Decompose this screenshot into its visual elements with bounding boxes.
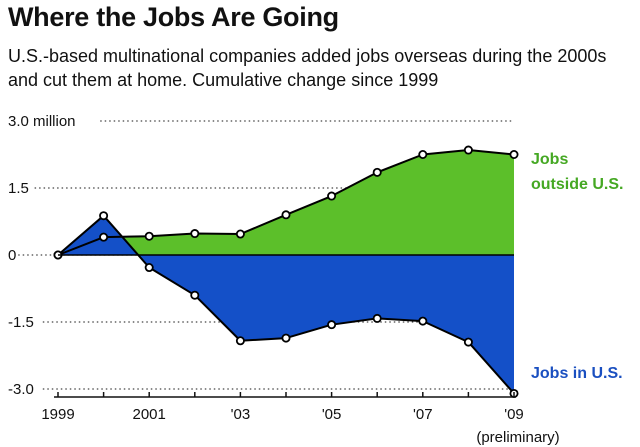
point-jobs-in-us [372, 313, 382, 323]
x-tick-label: '09 [504, 406, 524, 423]
x-tick-label: 1999 [41, 406, 74, 423]
y-tick-label: -3.0 [8, 381, 34, 398]
point-jobs-outside-us [235, 229, 245, 239]
point-jobs-in-us [327, 320, 337, 330]
y-tick-label: 0 [8, 247, 16, 264]
point-jobs-outside-us [144, 231, 154, 241]
point-jobs-outside-us [418, 149, 428, 159]
x-axis-note: (preliminary) [476, 429, 559, 446]
point-jobs-outside-us [509, 149, 519, 159]
labels: 3.0 million 1.5 0 -1.5 -3.0 1999 2001 '03 '05 '07… [8, 113, 623, 446]
x-tick-label: '03 [231, 406, 251, 423]
point-jobs-in-us [418, 316, 428, 326]
point-jobs-in-us [463, 337, 473, 347]
page-title: Where the Jobs Are Going [8, 2, 339, 32]
series-area-jobs-outside-us [58, 150, 514, 255]
series-label-jobs-in-us: Jobs in U.S. [531, 365, 623, 382]
point-jobs-in-us [235, 336, 245, 346]
point-jobs-outside-us [190, 229, 200, 239]
point-jobs-outside-us [99, 232, 109, 242]
page-subtitle: U.S.-based multinational companies added… [8, 46, 607, 90]
point-jobs-in-us [144, 263, 154, 273]
point-jobs-outside-us [372, 167, 382, 177]
y-tick-label: 1.5 [8, 180, 29, 197]
series-label-jobs-outside-us: outside U.S. [531, 176, 623, 193]
x-tick-label: '05 [322, 406, 342, 423]
point-jobs-outside-us [327, 191, 337, 201]
series-area-jobs-in-us [58, 215, 514, 394]
area-layer [58, 150, 514, 394]
y-tick-label: -1.5 [8, 314, 34, 331]
y-tick-label: 3.0 million [8, 113, 76, 130]
axes [54, 254, 516, 398]
point-jobs-outside-us [463, 145, 473, 155]
point-jobs-in-us [190, 290, 200, 300]
point-jobs-outside-us [281, 210, 291, 220]
point-jobs-in-us [281, 333, 291, 343]
point-jobs-in-us [99, 211, 109, 221]
x-tick-label: 2001 [133, 406, 166, 423]
series-label-jobs-outside-us: Jobs [531, 151, 568, 168]
x-tick-label: '07 [413, 406, 433, 423]
